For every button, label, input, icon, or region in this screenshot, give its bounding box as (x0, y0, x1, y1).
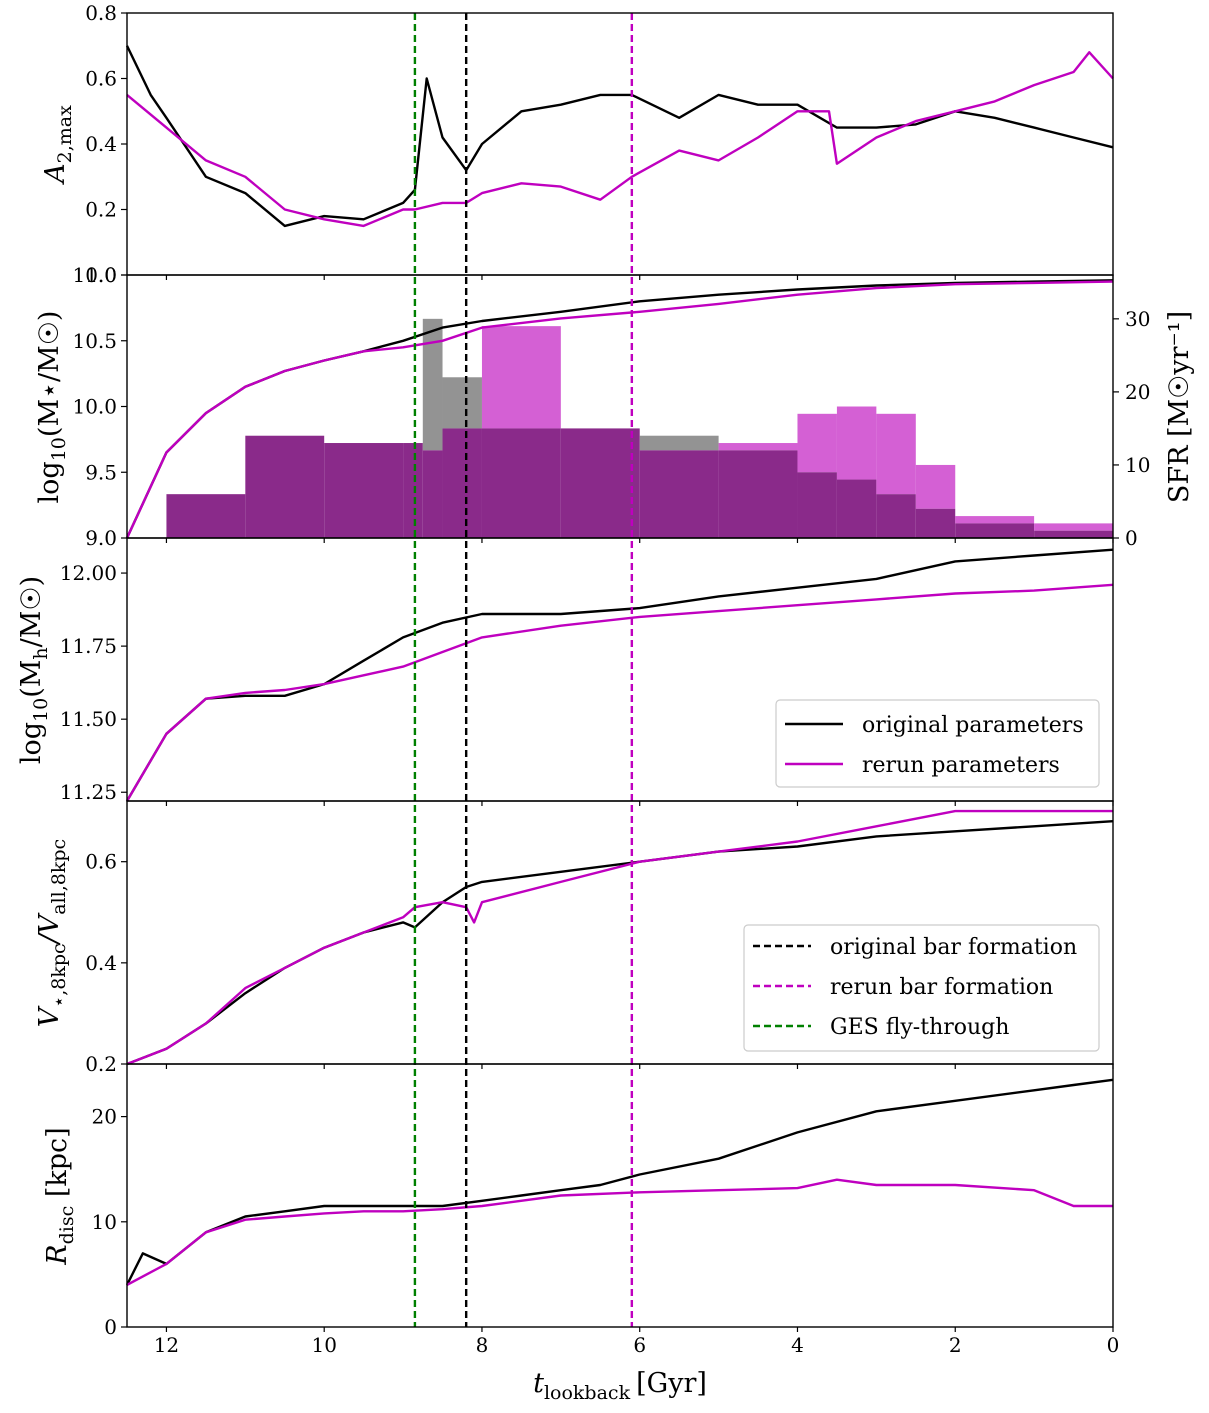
sfr-bar-overlap (639, 450, 719, 538)
sfr-bar-overlap (876, 494, 916, 538)
series-rerun-line (125, 280, 1114, 539)
sfr-bar-upper (639, 435, 719, 451)
ylabel-panel1: A2,max (40, 105, 76, 186)
event-vertical-lines (413, 13, 634, 1327)
ytick-label: 11.75 (60, 634, 117, 658)
xtick-label: 8 (476, 1333, 489, 1357)
ytick-label: 0.6 (85, 850, 117, 874)
ytick-label: 20 (92, 1105, 117, 1129)
sfr-bar-upper (422, 318, 443, 451)
sfr-bar-upper (797, 413, 837, 473)
ytick-label: 10.0 (72, 395, 117, 419)
ytick-label: 0.4 (85, 951, 117, 975)
ytick-label: 10.5 (72, 329, 117, 353)
ytick-label: 0.0 (85, 263, 117, 287)
ylabel-panel5: Rdisc [kpc] (42, 1127, 78, 1265)
sfr-bar-overlap (836, 479, 877, 538)
xtick-label: 6 (633, 1333, 646, 1357)
series-rerun-line (126, 51, 1114, 228)
sfr-bar-upper (442, 377, 482, 429)
sfr-bar-upper (836, 406, 877, 480)
sfr-histograms (166, 318, 1113, 538)
series-original-line (126, 820, 1114, 1066)
sfr-bar-overlap (1034, 530, 1113, 538)
legend-label-rerun: rerun parameters (862, 753, 1060, 778)
ytick-label: 9.0 (85, 526, 117, 550)
ytick-label: 0.2 (85, 198, 117, 222)
sfr-bar-upper (876, 413, 916, 495)
ytick-label: 11.0 (72, 263, 117, 287)
legend-label-ges: GES fly-through (830, 1015, 1009, 1040)
ylabel-panel2: log10(M⋆/M☉) (34, 311, 70, 504)
xtick-label: 12 (154, 1333, 179, 1357)
sfr-bar-upper (718, 443, 798, 451)
sfr-bar-overlap (403, 443, 423, 538)
ytick-label: 11.50 (60, 707, 117, 731)
ytick-right-label: 30 (1125, 307, 1150, 331)
sfr-bar-overlap (955, 523, 1035, 538)
sfr-bar-overlap (324, 443, 404, 538)
ytick-right-label: 20 (1125, 380, 1150, 404)
ylabel-panel2-right: SFR [M☉yr⁻¹] (1164, 311, 1195, 503)
sfr-bar-overlap (915, 508, 956, 538)
sfr-bar-overlap (442, 428, 482, 538)
sfr-bar-overlap (560, 428, 640, 538)
xtick-label: 0 (1107, 1333, 1120, 1357)
legend-label-original-bar: original bar formation (830, 935, 1077, 960)
ytick-label: 9.5 (85, 460, 117, 484)
sfr-bar-overlap (245, 435, 325, 538)
ytick-label: 0.8 (85, 1, 117, 25)
series-rerun-line (125, 583, 1114, 802)
sfr-bar-upper (481, 326, 561, 429)
xtick-label: 10 (311, 1333, 336, 1357)
sfr-bar-upper (1034, 523, 1113, 531)
legend-label-original: original parameters (862, 713, 1084, 738)
sfr-bar-upper (915, 464, 956, 509)
series-rerun-line (126, 1178, 1113, 1286)
ytick-right-label: 10 (1125, 453, 1150, 477)
ytick-label: 12.00 (60, 561, 117, 585)
ytick-label: 0 (104, 1315, 117, 1339)
sfr-bar-overlap (481, 428, 561, 538)
legend-lines-frame (775, 699, 1100, 788)
sfr-bar-overlap (166, 494, 246, 538)
legend-lines: original parameters rerun parameters (775, 699, 1100, 788)
sfr-bar-overlap (797, 472, 837, 538)
ytick-label: 0.6 (85, 67, 117, 91)
ytick-label: 0.2 (85, 1052, 117, 1076)
ylabel-panel3: log10(Mh/M☉) (16, 576, 52, 764)
series-original-line (125, 45, 1114, 228)
ytick-right-label: 0 (1125, 526, 1138, 550)
legend-events: original bar formation rerun bar formati… (743, 924, 1100, 1052)
ytick-label: 10 (92, 1210, 117, 1234)
ytick-label: 11.25 (60, 780, 117, 804)
legend-label-rerun-bar: rerun bar formation (830, 975, 1053, 1000)
panel-frames (126, 12, 1114, 1328)
legend-events-frame (743, 924, 1100, 1052)
sfr-bar-overlap (718, 450, 798, 538)
axis-ticks: 0.00.20.40.60.801020309.09.510.010.511.0… (60, 1, 1151, 1357)
ylabel-panel4: V⋆,8kpc/Vall,8kpc (34, 839, 70, 1027)
panel-frame (126, 12, 1114, 276)
xtick-label: 4 (791, 1333, 804, 1357)
series-original-line (125, 1078, 1114, 1286)
xtick-label: 2 (949, 1333, 962, 1357)
sfr-bar-upper (955, 516, 1035, 524)
series-original-line (125, 548, 1114, 802)
data-lines (125, 45, 1114, 1286)
panel-frame (126, 1063, 1114, 1328)
xlabel: tlookback [Gyr] (533, 1368, 707, 1404)
sfr-bar-overlap (422, 450, 443, 538)
ytick-label: 0.4 (85, 132, 117, 156)
